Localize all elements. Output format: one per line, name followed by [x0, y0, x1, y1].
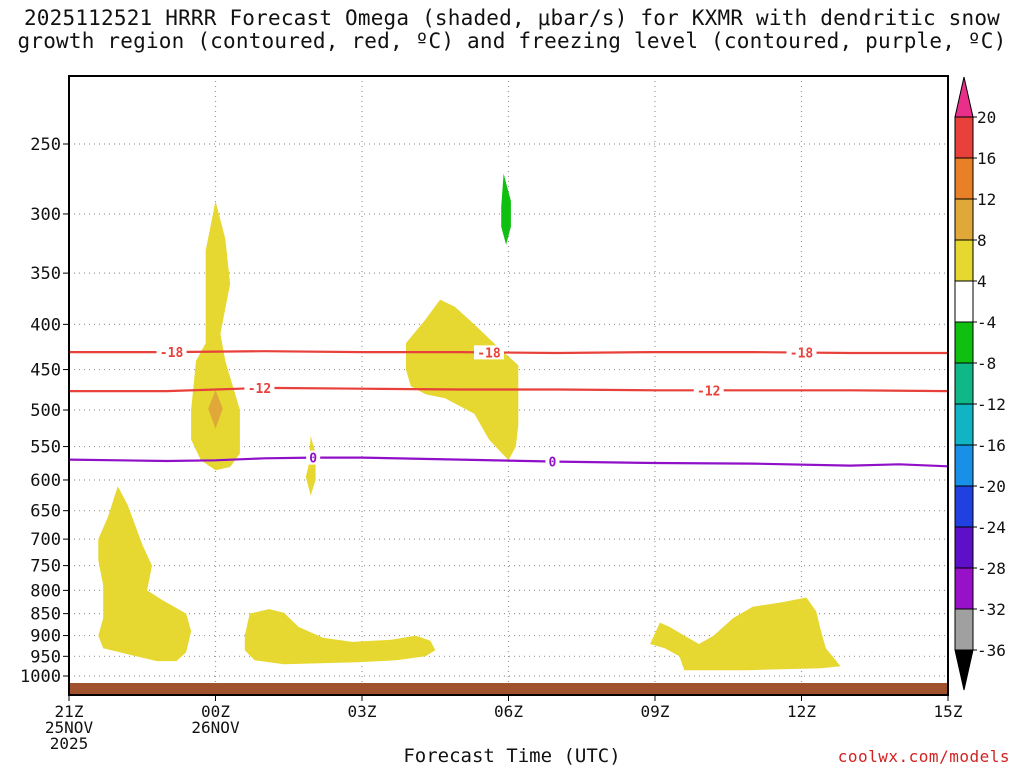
- y-tick-label-450: 450: [30, 361, 61, 381]
- dgz-minus-18-label-bg-1: [473, 345, 504, 360]
- omega-yellow-mid: [406, 299, 519, 461]
- chart-title-line-2: growth region (contoured, red, ºC) and f…: [17, 29, 1007, 53]
- y-tick-label-850: 850: [30, 605, 61, 625]
- omega-yellow-low-center: [244, 609, 436, 665]
- colorbar-segment-4: [954, 280, 974, 323]
- colorbar-label-11: -28: [977, 559, 1006, 578]
- chart-title-line-1: 2025112521 HRRR Forecast Omega (shaded, …: [23, 6, 1001, 30]
- y-tick-label-600: 600: [30, 471, 61, 491]
- chart-title: 2025112521 HRRR Forecast Omega (shaded, …: [0, 7, 1024, 53]
- y-tick-label-300: 300: [30, 205, 61, 225]
- y-tick-label-800: 800: [30, 581, 61, 601]
- colorbar-label-5: -4: [977, 313, 996, 332]
- x-tick-label-6-0: 03Z: [348, 702, 377, 721]
- colorbar-segment-5: [954, 321, 974, 364]
- colorbar-segment-7: [954, 403, 974, 446]
- colorbar-top-triangle: [954, 76, 974, 118]
- freezing-level-0-line: [68, 456, 949, 468]
- dgz-minus-12-label-bg-0: [244, 381, 275, 396]
- colorbar-label-10: -24: [977, 518, 1006, 537]
- colorbar-label-2: 12: [977, 190, 996, 209]
- y-axis: 2503003504004505005506006507007508008509…: [20, 135, 69, 687]
- dgz-minus-12-label-0: -12: [248, 382, 271, 397]
- contour-lines: -18 -18 -18 -12 -12 0 0: [68, 345, 949, 471]
- colorbar-segment-1: [954, 157, 974, 200]
- colorbar-label-1: 16: [977, 149, 996, 168]
- freezing-level-0-label-bg-1: [545, 454, 560, 469]
- dgz-minus-18-label-0: -18: [160, 346, 184, 361]
- y-tick-label-550: 550: [30, 438, 61, 458]
- dgz-minus-18-label-2: -18: [790, 347, 814, 362]
- source-credit: coolwx.com/models: [837, 747, 1010, 766]
- x-tick-label-15-0: 12Z: [787, 702, 816, 721]
- freezing-level-0-label-bg-0: [306, 450, 321, 465]
- x-tick-label-3-0: 00Z: [201, 702, 230, 721]
- x-tick-label-0-2: 2025: [50, 734, 89, 753]
- x-tick-label-12-0: 09Z: [641, 702, 670, 721]
- colorbar-label-0: 20: [977, 108, 996, 127]
- x-tick-label-9-0: 06Z: [494, 702, 523, 721]
- colorbar-segment-10: [954, 526, 974, 569]
- freezing-level-0-label-1: 0: [549, 456, 557, 471]
- colorbar-label-13: -36: [977, 641, 1006, 660]
- dgz-minus-12-line: [69, 386, 949, 393]
- x-tick-label-0-0: 21Z: [55, 702, 84, 721]
- omega-green: [501, 173, 511, 245]
- y-tick-label-700: 700: [30, 530, 61, 550]
- y-tick-label-950: 950: [30, 647, 61, 667]
- dgz-minus-18-label-1: -18: [477, 346, 501, 361]
- colorbar-segment-9: [954, 485, 974, 528]
- dgz-minus-12-label-1: -12: [697, 384, 720, 399]
- colorbar-bottom-triangle: [954, 649, 974, 691]
- y-tick-label-350: 350: [30, 264, 61, 284]
- omega-yellow-upper-left: [191, 201, 240, 471]
- colorbar-segment-3: [954, 239, 974, 282]
- y-tick-label-400: 400: [30, 315, 61, 335]
- x-axis-title: Forecast Time (UTC): [403, 745, 621, 767]
- y-tick-label-750: 750: [30, 557, 61, 577]
- x-tick-label-0-1: 25NOV: [45, 718, 94, 737]
- colorbar-label-8: -16: [977, 436, 1006, 455]
- y-tick-label-250: 250: [30, 135, 61, 155]
- colorbar-label-6: -8: [977, 354, 996, 373]
- colorbar-segment-0: [954, 116, 974, 159]
- x-tick-label-3-1: 26NOV: [191, 718, 240, 737]
- colorbar-label-9: -20: [977, 477, 1006, 496]
- y-tick-label-900: 900: [30, 627, 61, 647]
- colorbar-label-3: 8: [977, 231, 987, 250]
- colorbar-segment-11: [954, 567, 974, 610]
- omega-shading: [98, 173, 841, 671]
- colorbar-label-12: -32: [977, 600, 1006, 619]
- y-tick-label-650: 650: [30, 502, 61, 522]
- x-tick-label-18-0: 15Z: [934, 702, 963, 721]
- freezing-level-0-label-0: 0: [309, 452, 317, 467]
- omega-yellow-lowleft: [98, 486, 192, 662]
- dgz-minus-18-label-bg-2: [786, 345, 817, 360]
- colorbar-label-4: 4: [977, 272, 987, 291]
- colorbar-label-7: -12: [977, 395, 1006, 414]
- y-tick-label-500: 500: [30, 401, 61, 421]
- terrain-ground-bar: [69, 683, 948, 695]
- colorbar: 20 16 12 8 4 -4 -8 -12 -16 -20 -24 -28 -32 -36: [954, 76, 1006, 691]
- colorbar-segment-8: [954, 444, 974, 487]
- y-tick-label-1000: 1000: [20, 667, 61, 687]
- dgz-minus-12-label-bg-1: [693, 383, 724, 398]
- colorbar-segment-12: [954, 608, 974, 651]
- colorbar-segment-6: [954, 362, 974, 405]
- dgz-minus-18-label-bg-0: [156, 345, 187, 360]
- colorbar-segment-2: [954, 198, 974, 241]
- omega-yellow-low-right: [650, 597, 841, 671]
- omega-orange-core: [208, 390, 223, 429]
